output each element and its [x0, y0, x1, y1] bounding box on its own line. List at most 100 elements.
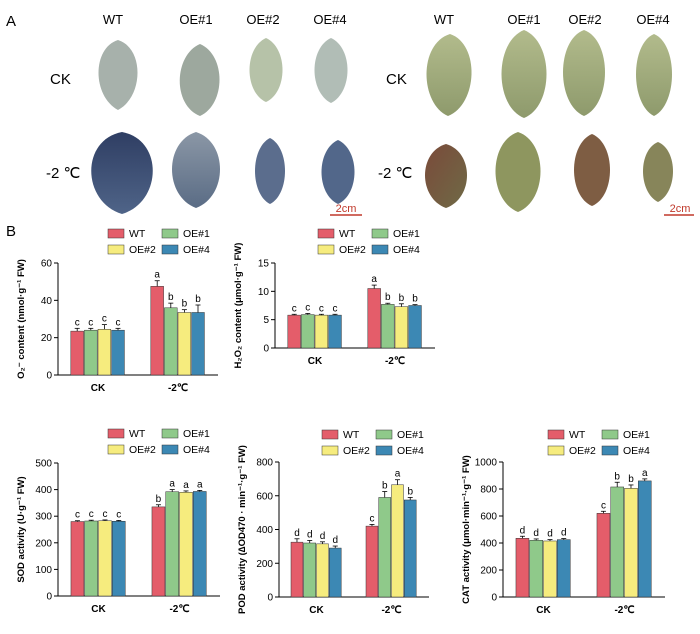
bar-OE1-0 [84, 520, 98, 597]
photo1-col-wt: WT [103, 12, 123, 27]
significance-letter: d [533, 528, 539, 539]
x-tick-label: -2℃ [385, 356, 405, 367]
significance-letter: a [642, 468, 648, 479]
significance-letter: b [628, 474, 634, 485]
significance-letter: c [116, 509, 121, 520]
significance-letter: d [307, 529, 313, 540]
photo2-col-oe1: OE#1 [507, 12, 540, 27]
bar-OE2-1 [391, 484, 404, 598]
legend-label-OE1: OE#1 [397, 429, 424, 441]
bar-WT-1 [365, 525, 379, 598]
significance-letter: d [561, 528, 567, 539]
bar-OE4-0 [328, 314, 342, 349]
photo1-col-oe4: OE#4 [313, 12, 346, 27]
significance-letter: b [382, 481, 388, 492]
bar-OE1-0 [303, 542, 316, 598]
photo1-row-cold: -2 ℃ [46, 165, 80, 182]
y-tick-label: 10 [258, 287, 270, 298]
legend-label-OE2: OE#2 [339, 244, 366, 256]
bar-OE1-0 [529, 540, 543, 598]
leaf-cold-oe4 [321, 140, 355, 204]
significance-letter: c [75, 317, 80, 328]
significance-letter: b [399, 293, 405, 304]
x-tick-label: CK [536, 605, 551, 616]
panel-a: A WT OE#1 OE#2 OE#4 CK -2 ℃ 2cm WT OE#1 … [6, 12, 694, 216]
legend-label-OE4: OE#4 [393, 244, 420, 256]
significance-letter: b [614, 471, 620, 482]
leaf2-ck-wt [426, 34, 472, 116]
leaf-ck-oe1 [179, 44, 220, 116]
legend-label-OE1: OE#1 [623, 429, 650, 441]
significance-letter: b [407, 486, 413, 497]
photo2-col-oe4: OE#4 [636, 12, 669, 27]
y-tick-label: 800 [480, 485, 497, 496]
significance-letter: c [102, 509, 107, 520]
significance-letter: d [547, 529, 553, 540]
photo2-col-wt: WT [434, 12, 454, 27]
legend-swatch-OE1 [601, 429, 619, 440]
legend-swatch-WT [321, 429, 339, 440]
significance-letter: a [169, 479, 175, 490]
x-tick-label: -2℃ [614, 605, 634, 616]
leaf-ck-oe4 [314, 38, 348, 103]
significance-letter: b [385, 292, 391, 303]
legend-swatch-OE4 [601, 445, 619, 456]
y-tick-label: 200 [256, 559, 273, 570]
bar-OE2-0 [543, 540, 557, 598]
y-tick-label: 40 [41, 296, 53, 307]
bar-OE1-1 [378, 497, 391, 598]
photo2-row-cold: -2 ℃ [378, 165, 412, 182]
significance-letter: a [371, 274, 377, 285]
leaf-ck-oe2 [249, 38, 283, 102]
bar-OE2-0 [97, 329, 112, 376]
significance-letter: c [89, 509, 94, 520]
legend: WT OE#1 OE#2 OE#4 [107, 428, 210, 456]
bar-WT-1 [596, 513, 611, 598]
leaf-cold-oe2 [255, 138, 285, 204]
significance-letter: b [195, 294, 201, 305]
legend-swatch-OE1 [161, 228, 179, 239]
legend-label-WT: WT [569, 429, 586, 441]
significance-letter: c [75, 510, 80, 521]
y-tick-label: 600 [256, 491, 273, 502]
bar-OE4-1 [404, 499, 417, 598]
photo2-leaves [425, 30, 673, 212]
x-tick-label: CK [91, 604, 106, 615]
y-tick-label: 800 [256, 458, 273, 469]
significance-letter: c [102, 314, 107, 325]
significance-letter: c [333, 303, 338, 314]
x-tick-label: CK [308, 356, 323, 367]
legend-label-WT: WT [129, 428, 146, 440]
bar-OE2-1 [179, 492, 193, 597]
photo1-col-oe2: OE#2 [246, 12, 279, 27]
legend-swatch-OE2 [107, 444, 125, 455]
y-axis-label: CAT activity (μmol·min⁻¹·g⁻¹ FW) [461, 455, 472, 604]
photo2-scale-label: 2cm [670, 203, 691, 215]
x-tick-label: CK [309, 605, 324, 616]
legend-label-OE1: OE#1 [183, 228, 210, 240]
y-tick-label: 0 [267, 593, 273, 604]
legend-swatch-OE4 [161, 244, 179, 255]
legend-label-OE2: OE#2 [343, 445, 370, 457]
legend: WT OE#1 OE#2 OE#4 [107, 228, 210, 256]
significance-letter: b [168, 292, 174, 303]
bar-WT-0 [287, 314, 301, 349]
significance-letter: c [319, 303, 324, 314]
photo2-row-ck: CK [386, 71, 407, 88]
legend-swatch-OE2 [107, 244, 125, 255]
x-tick-label: CK [91, 383, 106, 394]
leaf2-ck-oe4 [636, 34, 672, 116]
legend-label-OE2: OE#2 [129, 444, 156, 456]
bar-OE2-0 [316, 543, 329, 598]
bar-OE2-1 [394, 306, 409, 349]
bar-OE4-1 [193, 491, 207, 597]
bar-OE1-1 [381, 304, 395, 349]
legend-label-WT: WT [129, 228, 146, 240]
y-tick-label: 0 [263, 344, 269, 355]
x-tick-label: -2℃ [381, 605, 401, 616]
bar-OE4-1 [638, 480, 652, 598]
leaf-cold-wt [91, 132, 153, 214]
bar-OE2-0 [314, 314, 329, 349]
significance-letter: b [182, 299, 188, 310]
